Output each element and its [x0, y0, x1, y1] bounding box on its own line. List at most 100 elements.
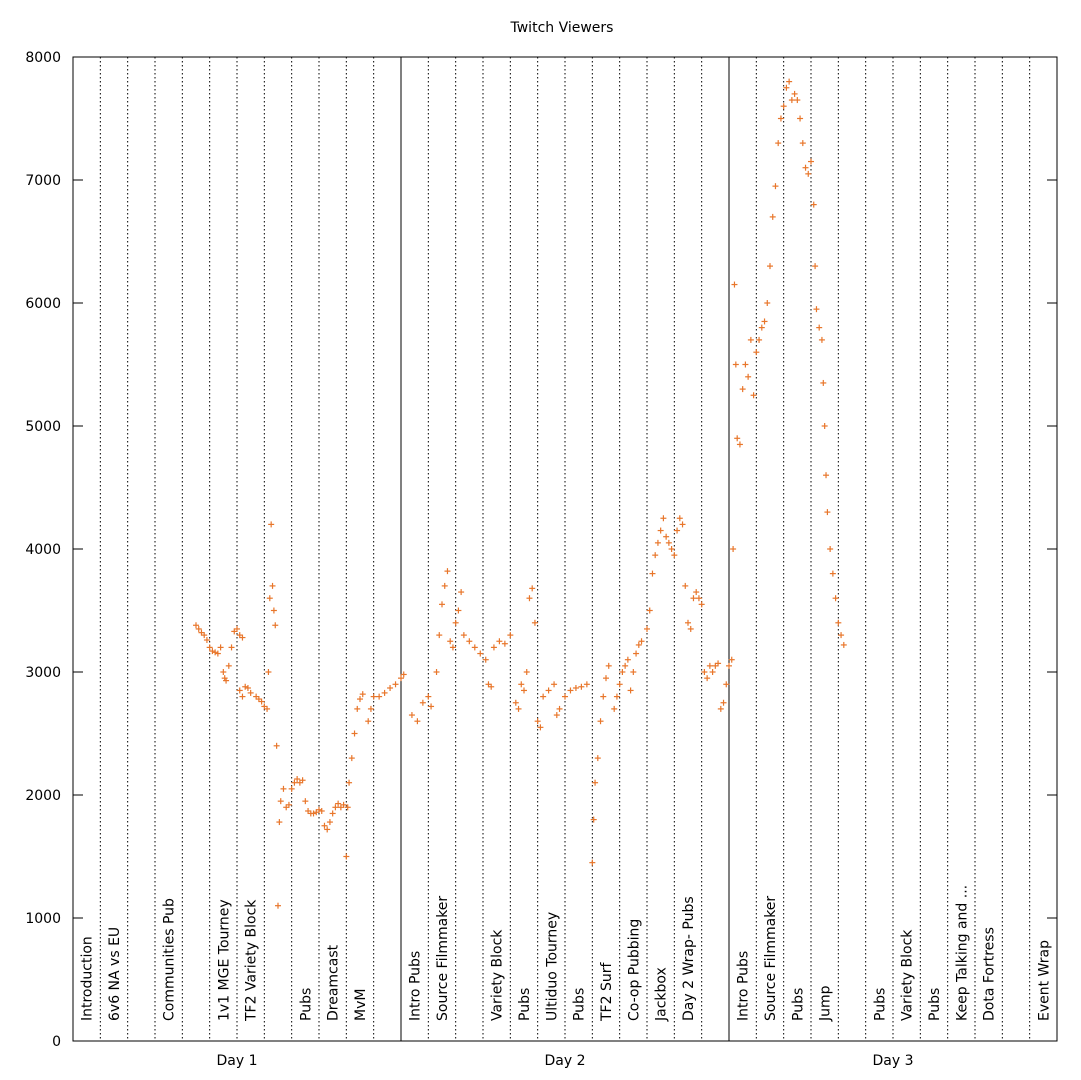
- y-tick-label: 8000: [25, 50, 61, 66]
- data-point: [745, 373, 752, 380]
- data-point: [613, 693, 620, 700]
- data-point: [605, 662, 612, 669]
- data-point: [761, 318, 768, 325]
- data-point: [818, 336, 825, 343]
- data-point: [797, 115, 804, 122]
- segment-labels: Introduction 6v6 NA vs EU Communities Pub 1…: [80, 885, 1053, 1022]
- data-point: [236, 687, 243, 694]
- data-point: [501, 640, 508, 647]
- data-point: [840, 641, 847, 648]
- data-point: [452, 619, 459, 626]
- data-point: [590, 816, 597, 823]
- data-point: [583, 681, 590, 688]
- data-point: [408, 712, 415, 719]
- data-point: [674, 527, 681, 534]
- data-point: [720, 699, 727, 706]
- data-point: [268, 521, 275, 528]
- data-point: [709, 669, 716, 675]
- segment-label: Dreamcast: [326, 944, 342, 1021]
- data-point: [447, 638, 454, 645]
- data-point: [433, 669, 440, 675]
- segment-label: Keep Talking and ...: [954, 885, 970, 1021]
- data-point: [633, 650, 640, 657]
- y-tick-label: 5000: [25, 419, 61, 435]
- data-point: [234, 625, 240, 632]
- data-point: [813, 306, 820, 313]
- data-point: [750, 392, 757, 399]
- data-point: [343, 853, 350, 860]
- data-point: [726, 662, 732, 669]
- data-point: [529, 585, 536, 592]
- data-point: [616, 681, 623, 688]
- data-point: [551, 681, 558, 688]
- segment-label: Introduction: [80, 936, 96, 1021]
- data-point: [611, 705, 618, 712]
- data-point: [715, 660, 722, 667]
- data-point: [698, 601, 705, 608]
- data-point: [802, 164, 809, 171]
- data-point: [805, 170, 812, 177]
- segment-label: Jackbox: [654, 967, 670, 1022]
- segment-label: Co-op Pubbing: [626, 919, 642, 1021]
- data-point: [791, 90, 798, 97]
- data-point: [523, 669, 530, 675]
- data-point: [220, 669, 227, 675]
- data-point: [783, 84, 790, 91]
- segment-label: TF2 Variety Block: [244, 899, 260, 1022]
- data-point: [242, 683, 249, 690]
- data-point: [685, 619, 691, 626]
- data-point: [630, 669, 637, 675]
- y-tick-label: 1000: [25, 911, 61, 927]
- data-point: [827, 546, 834, 552]
- segment-label: Communities Pub: [162, 898, 178, 1021]
- data-point: [344, 804, 351, 811]
- data-point: [482, 656, 489, 663]
- data-point: [756, 336, 763, 343]
- data-point: [832, 595, 839, 602]
- segment-label: Pubs: [790, 988, 806, 1021]
- data-point: [775, 140, 782, 147]
- data-point: [466, 638, 473, 645]
- data-point: [723, 681, 730, 688]
- data-point: [690, 595, 697, 602]
- data-point: [788, 97, 795, 104]
- data-point: [619, 669, 626, 675]
- data-point: [310, 810, 317, 817]
- data-point: [810, 201, 817, 208]
- segment-label: Pubs: [517, 988, 533, 1021]
- data-point: [518, 681, 525, 688]
- segment-label: Intro Pubs: [408, 951, 424, 1021]
- data-point: [318, 807, 325, 814]
- data-point: [679, 521, 686, 528]
- segment-label: Pubs: [927, 988, 943, 1021]
- data-point: [567, 687, 574, 694]
- data-point: [597, 718, 604, 725]
- data-point: [392, 681, 399, 688]
- data-point: [572, 684, 579, 691]
- data-point: [526, 595, 533, 602]
- data-point: [214, 650, 221, 657]
- data-point: [351, 730, 358, 737]
- data-point: [693, 589, 700, 596]
- data-point: [387, 684, 394, 691]
- data-point: [365, 718, 372, 725]
- chart-title: Twitch Viewers: [510, 20, 614, 36]
- data-point: [340, 801, 347, 808]
- data-point: [460, 632, 467, 639]
- data-point: [206, 644, 213, 651]
- data-point: [247, 689, 254, 696]
- data-point: [223, 677, 230, 684]
- data-point: [823, 472, 830, 479]
- data-point: [439, 601, 445, 608]
- data-point: [644, 625, 650, 632]
- data-point: [228, 644, 235, 651]
- data-point: [332, 804, 339, 811]
- data-point: [578, 683, 585, 690]
- data-point: [660, 515, 667, 522]
- segment-label: 6v6 NA vs EU: [107, 927, 123, 1021]
- data-point: [449, 644, 456, 651]
- data-point: [346, 779, 353, 786]
- data-point: [193, 622, 199, 629]
- data-point: [458, 589, 465, 596]
- data-point: [592, 779, 599, 786]
